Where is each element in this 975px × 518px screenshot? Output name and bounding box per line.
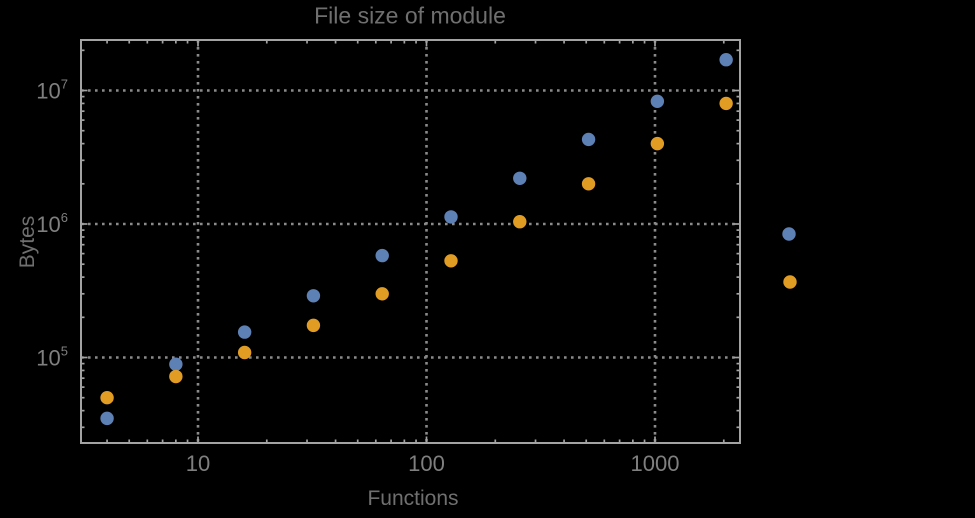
data-point-orange-x512 xyxy=(581,177,596,191)
data-point-blue-x8 xyxy=(169,357,183,371)
data-point-orange-x4 xyxy=(100,390,114,405)
plot-frame xyxy=(80,39,741,444)
data-point-blue-x64 xyxy=(375,248,389,263)
x-axis-label: Functions xyxy=(367,487,459,510)
y-tick-label-10e7: 107 xyxy=(36,77,68,104)
data-point-orange-x32 xyxy=(306,318,321,333)
data-point-orange-x64 xyxy=(375,287,389,301)
legend-marker-orange xyxy=(783,275,797,289)
data-point-blue-x256 xyxy=(513,171,527,185)
data-point-blue-x1024 xyxy=(650,94,665,109)
data-point-blue-x4 xyxy=(100,411,114,426)
x-tick-label-100: 100 xyxy=(408,451,445,476)
y-axis-label: Bytes xyxy=(16,215,39,269)
data-point-orange-x2048 xyxy=(719,96,733,111)
data-point-blue-x128 xyxy=(444,210,458,224)
data-point-orange-x8 xyxy=(169,369,183,384)
x-tick-label-10: 10 xyxy=(186,451,210,476)
y-tick-label-10e5: 105 xyxy=(36,344,68,371)
data-point-orange-x1024 xyxy=(650,136,665,151)
data-point-blue-x512 xyxy=(581,132,596,147)
data-point-blue-x16 xyxy=(237,325,252,339)
x-tick-label-1000: 1000 xyxy=(631,451,680,476)
data-point-blue-x2048 xyxy=(719,53,733,67)
chart-title: File size of module xyxy=(314,2,506,29)
data-point-blue-x32 xyxy=(306,289,321,303)
data-point-orange-x256 xyxy=(513,215,527,229)
data-point-orange-x16 xyxy=(237,345,252,360)
data-point-orange-x128 xyxy=(444,254,458,268)
y-tick-label-10e6: 106 xyxy=(36,210,68,237)
legend-marker-blue xyxy=(782,227,796,241)
